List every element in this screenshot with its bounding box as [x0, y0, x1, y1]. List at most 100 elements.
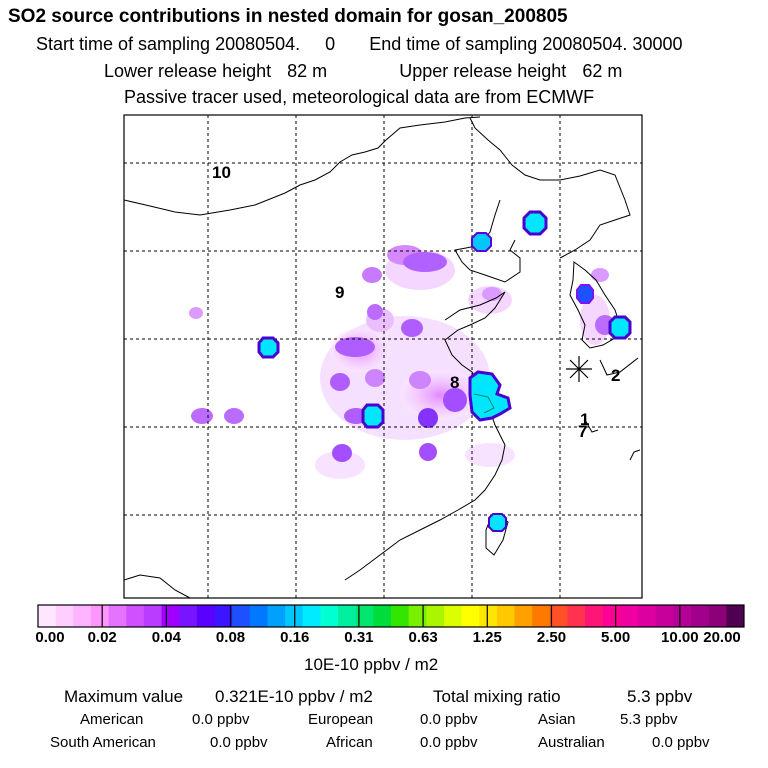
- region-value-australian: 0.0 ppbv: [652, 734, 710, 751]
- colorbar-cell: [638, 605, 657, 627]
- colorbar-tick-label: 0.16: [280, 629, 310, 646]
- colorbar-cell: [90, 605, 110, 627]
- colorbar-cell: [691, 605, 710, 627]
- colorbar-cell: [196, 605, 215, 627]
- start-time-label: Start time of sampling: [36, 34, 211, 54]
- hotspot-korea-north: [522, 210, 548, 236]
- colorbar-cell: [108, 605, 127, 627]
- colorbar-cell: [514, 605, 533, 627]
- graticule: [124, 115, 642, 598]
- end-time-label: End time of sampling: [369, 34, 538, 54]
- hotspot-seoul: [576, 284, 594, 304]
- grid-label-8: 8: [450, 373, 459, 392]
- colorbar-tick-label: 0.02: [87, 629, 117, 646]
- colorbar-cell: [408, 605, 427, 627]
- map-plot: 10 9 8 2 1 7: [123, 114, 643, 599]
- colorbar-cell: [532, 605, 551, 627]
- colorbar-cell: [302, 605, 321, 627]
- colorbar-units: 10E-10 ppbv / m2: [304, 655, 439, 674]
- end-time-value: 20080504. 30000: [542, 34, 683, 54]
- grid-label-7: 7: [578, 422, 587, 441]
- colorbar-cell: [338, 605, 357, 627]
- total-mixing-label: Total mixing ratio: [433, 687, 561, 706]
- region-name-asian: Asian: [538, 711, 576, 728]
- colorbar-tick-label: 0.63: [408, 629, 438, 646]
- colorbar-cell: [355, 605, 374, 627]
- colorbar-cell: [391, 605, 410, 627]
- colorbar-cell: [620, 605, 639, 627]
- colorbar-cell: [214, 605, 233, 627]
- region-name-african: African: [326, 734, 373, 751]
- colorbar-cell: [38, 605, 57, 627]
- grid-label-2: 2: [611, 366, 620, 385]
- colorbar-cell: [585, 605, 604, 627]
- region-name-south-american: South American: [50, 734, 156, 751]
- colorbar-tick-label: 1.25: [472, 629, 502, 646]
- plot-title: SO2 source contributions in nested domai…: [8, 6, 568, 27]
- hotspot-west: [257, 336, 280, 359]
- colorbar-cell: [55, 605, 74, 627]
- lower-height-label: Lower release height: [104, 61, 272, 81]
- source-hotspots: [257, 210, 632, 532]
- colorbar-tick-label: 5.00: [601, 629, 631, 646]
- colorbar-cell: [461, 605, 480, 627]
- coastlines: [124, 116, 641, 598]
- colorbar-cell: [320, 605, 339, 627]
- map-frame: [123, 114, 643, 599]
- asterisk-icon: [566, 356, 592, 382]
- colorbar-cell: [726, 605, 745, 627]
- colorbar-cell: [479, 605, 498, 627]
- colorbar-tick-label: 0.04: [151, 629, 181, 646]
- colorbar-cell: [602, 605, 621, 627]
- colorbar-tick-label: 0.08: [215, 629, 246, 646]
- colorbar-cell: [549, 605, 568, 627]
- upper-height-value: 62 m: [582, 61, 623, 81]
- region-value-south-american: 0.0 ppbv: [210, 734, 268, 751]
- colorbar-tick-label: 0.00: [35, 629, 65, 646]
- grid-label-9: 9: [335, 283, 344, 302]
- sampling-times: Start time of sampling 20080504. 0 End t…: [36, 35, 683, 53]
- grid-label-10: 10: [212, 163, 231, 182]
- colorbar-cell: [267, 605, 286, 627]
- release-heights: Lower release height 82 m Upper release …: [104, 62, 622, 80]
- colorbar-cell: [496, 605, 516, 627]
- region-name-american: American: [80, 711, 144, 728]
- max-value-label: Maximum value: [64, 687, 184, 706]
- region-value-asian: 5.3 ppbv: [620, 711, 678, 728]
- region-name-european: European: [308, 711, 374, 728]
- tracer-note: Passive tracer used, meteorological data…: [124, 87, 595, 107]
- colorbar-cell: [426, 605, 445, 627]
- lower-height-value: 82 m: [287, 61, 328, 81]
- colorbar-tick-label: 10.00: [661, 629, 699, 646]
- colorbar-cell: [161, 605, 180, 627]
- start-time-value: 20080504. 0: [215, 34, 336, 54]
- concentration-field: [189, 245, 615, 479]
- colorbar-cell: [143, 605, 163, 627]
- colorbar-tick-label: 2.50: [536, 629, 567, 646]
- colorbar-cell: [126, 605, 145, 627]
- hotspot-korea-south: [608, 315, 632, 340]
- region-value-european: 0.0 ppbv: [420, 711, 478, 728]
- colorbar-cell: [232, 605, 251, 627]
- colorbar: [37, 604, 745, 628]
- colorbar-cell: [73, 605, 92, 627]
- colorbar-cell: [249, 605, 268, 627]
- upper-height-label: Upper release height: [399, 61, 567, 81]
- colorbar-cell: [373, 605, 392, 627]
- region-value-american: 0.0 ppbv: [192, 711, 250, 728]
- max-value: 0.321E-10 ppbv / m2: [215, 687, 373, 706]
- colorbar-cell: [655, 605, 674, 627]
- colorbar-cell: [179, 605, 198, 627]
- region-name-australian: Australian: [538, 734, 605, 751]
- hotspot-beijing: [471, 232, 492, 252]
- hotspot-central: [361, 403, 385, 429]
- colorbar-tick-label: 0.31: [344, 629, 374, 646]
- hotspot-taiwan: [488, 513, 507, 532]
- colorbar-cell: [708, 605, 727, 627]
- colorbar-cell: [567, 605, 586, 627]
- total-mixing-value: 5.3 ppbv: [627, 687, 693, 706]
- colorbar-cell: [673, 605, 692, 627]
- grid-label-1: 1: [580, 410, 589, 429]
- region-value-african: 0.0 ppbv: [420, 734, 478, 751]
- hotspot-shanghai: [468, 370, 512, 422]
